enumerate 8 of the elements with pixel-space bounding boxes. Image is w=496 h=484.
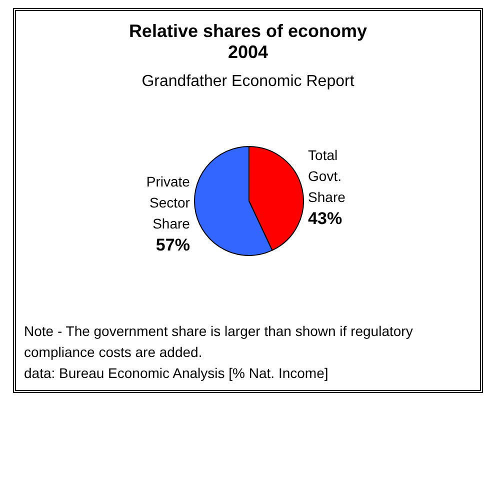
text: data: Bureau Economic Analysis [% Nat. Income] <box>24 364 330 383</box>
chart-subtitle: Grandfather Economic Report <box>140 73 356 91</box>
slice-label: Total Govt. Share <box>308 147 346 206</box>
text: Note - The government share is larger than shown if regulatory compliance costs are added. <box>24 322 414 362</box>
slice-label: Private Sector Share <box>146 174 190 232</box>
chart-title: Relative shares of economy 2004 <box>128 21 368 63</box>
data-label: 43% <box>308 208 342 228</box>
data-label: 57% <box>156 235 190 254</box>
